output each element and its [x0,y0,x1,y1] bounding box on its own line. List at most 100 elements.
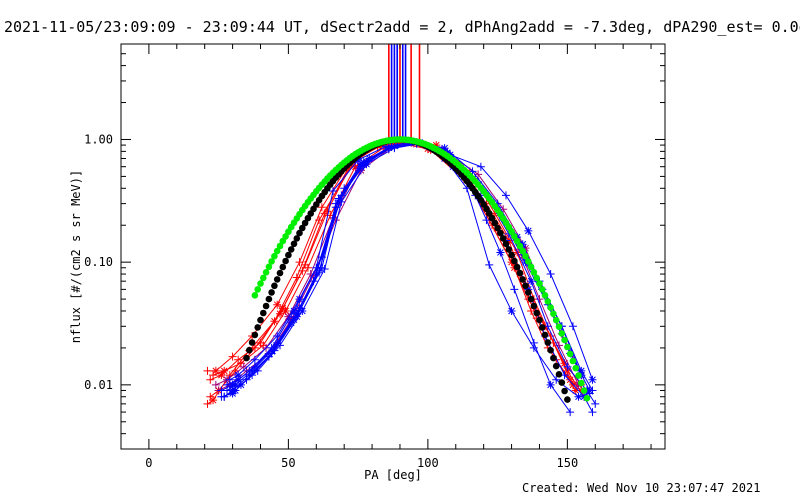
data-point [228,380,237,389]
data-point [289,306,298,315]
data-point [485,260,494,269]
data-point [315,216,324,225]
model-point [254,324,261,331]
model-point [265,295,273,303]
data-point [524,226,533,235]
model-point [254,286,261,293]
model-point [533,274,540,282]
model-point [268,289,275,296]
data-point [577,366,586,375]
data-point [521,244,530,253]
model-point [558,330,566,337]
y-tick-label: 0.10 [84,255,113,269]
data-point [220,366,229,375]
model-point [248,339,256,346]
model-point [580,387,588,394]
model-point [544,298,552,305]
x-tick-label: 0 [145,456,152,470]
model-point [271,282,278,290]
data-point [354,156,363,165]
model-point [497,229,504,237]
model-point [519,247,526,255]
data-point [501,191,510,200]
model-point [301,219,309,227]
model-point [575,372,582,379]
model-point [260,274,267,282]
data-point [206,375,215,384]
model-point [569,357,577,365]
model-point [276,242,284,250]
data-point [482,216,491,225]
data-point [320,264,329,273]
model-point [513,263,521,271]
model-point [525,289,532,296]
model-point [505,246,513,253]
data-point [527,277,536,286]
y-axis-label: nflux [#/(cm2 s sr MeV)] [69,170,83,343]
model-point [279,263,287,271]
chart-title: 2021-11-05/23:09:09 - 23:09:44 UT, dSect… [4,18,800,36]
model-point [257,316,264,324]
data-point [276,309,285,318]
data-point [317,203,326,212]
model-point [262,302,270,310]
model-point [555,371,563,378]
data-point [209,371,218,380]
model-point [257,280,264,287]
model-point [494,224,501,232]
model-point [488,214,496,222]
data-point [211,380,220,389]
data-point [518,240,527,249]
data-point [217,371,226,380]
model-point [260,309,267,317]
data-point [568,322,577,331]
data-point [203,366,212,375]
data-point [329,187,338,196]
y-tick-label: 1.00 [84,132,113,146]
data-point [287,318,296,327]
model-point [541,292,549,299]
model-point [536,316,543,324]
model-point [525,258,532,265]
model-point [527,295,535,303]
model-point [299,224,306,232]
data-point [264,352,273,361]
model-point [265,263,273,271]
model-point [251,292,259,299]
data-point [510,285,519,294]
model-point [243,354,250,362]
model-curve-model-green [251,136,591,402]
model-point [511,257,518,265]
model-point [561,336,568,344]
model-curve-model-black [243,136,571,403]
data-point [535,295,544,304]
model-point [530,302,538,310]
model-point [530,269,538,276]
model-point [287,246,295,253]
data-point [295,258,304,267]
vertical-lines-layer [388,44,421,143]
data-point [359,158,368,167]
model-point [508,251,515,259]
x-tick-label: 100 [417,456,439,470]
data-point [476,162,485,171]
data-point [276,341,285,350]
model-point [516,242,524,250]
y-tick-label: 0.01 [84,378,113,392]
model-point [527,263,535,271]
model-point [564,396,571,403]
data-point [566,408,575,417]
model-point [550,354,557,362]
data-point [507,306,516,315]
data-point [298,306,307,315]
model-point [491,219,499,227]
data-point [228,389,237,398]
data-point [585,389,594,398]
model-point [547,346,554,354]
model-point [519,276,526,283]
data-point [560,359,569,368]
data-point [351,162,360,171]
series-line-data-r1 [207,141,582,391]
model-point [566,350,574,358]
